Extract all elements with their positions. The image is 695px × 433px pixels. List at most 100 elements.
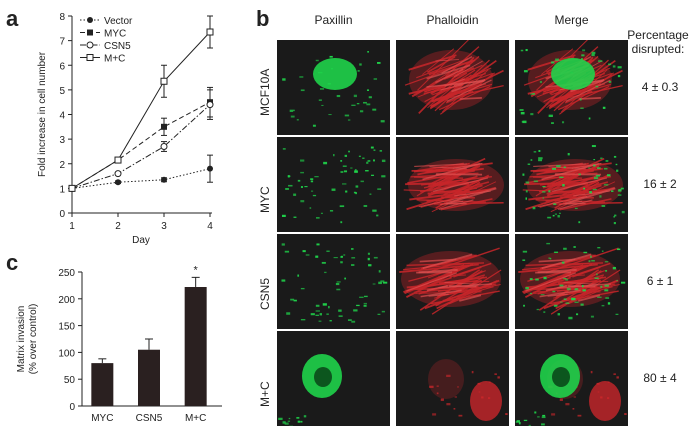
actin-speck — [577, 414, 582, 417]
focal-adhesion — [320, 212, 323, 215]
nucleus — [314, 367, 332, 387]
series-line — [71, 104, 211, 189]
focal-adhesion — [378, 270, 381, 273]
y-tick-label: 1 — [59, 184, 65, 195]
focal-adhesion — [373, 256, 378, 259]
focal-adhesion — [329, 319, 332, 322]
actin-fiber — [518, 263, 598, 274]
focal-adhesion — [611, 190, 614, 192]
focal-adhesion — [522, 259, 526, 261]
actin-speck — [590, 370, 593, 374]
focal-adhesion — [297, 179, 301, 182]
actin-fiber — [427, 190, 470, 195]
actin-speck — [573, 396, 576, 398]
focal-adhesion — [323, 161, 328, 165]
focal-adhesion — [300, 287, 305, 290]
actin-fiber — [568, 262, 611, 278]
focal-adhesion — [556, 68, 560, 71]
focal-adhesion — [568, 316, 573, 320]
focal-adhesion — [353, 94, 357, 98]
actin-fiber — [416, 58, 469, 79]
focal-adhesion — [310, 180, 314, 183]
actin-fiber — [537, 195, 588, 208]
data-point — [161, 123, 167, 130]
focal-adhesion — [613, 155, 617, 158]
actin-fiber — [438, 199, 474, 210]
focal-adhesion — [578, 221, 581, 224]
focal-adhesion — [596, 273, 598, 276]
cell-body — [589, 381, 621, 421]
focal-adhesion — [604, 261, 609, 263]
actin-fiber — [541, 253, 592, 270]
focal-adhesion — [315, 310, 320, 312]
focal-adhesion — [299, 76, 304, 78]
focal-adhesion — [523, 70, 528, 73]
data-point — [161, 176, 167, 183]
focal-adhesion — [338, 315, 343, 318]
focal-adhesion — [366, 103, 371, 106]
data-point — [206, 28, 214, 36]
focal-adhesion — [356, 103, 360, 105]
focal-adhesion — [331, 188, 336, 191]
focal-adhesion — [336, 94, 341, 98]
focal-adhesion — [314, 176, 319, 178]
legend-entry: M+C — [80, 54, 125, 65]
focal-adhesion — [344, 154, 347, 157]
actin-fiber — [561, 286, 613, 301]
focal-adhesion — [520, 111, 525, 115]
focal-adhesion — [293, 193, 297, 196]
focal-adhesion — [547, 216, 552, 219]
micrograph-image — [281, 146, 386, 224]
focal-adhesion — [366, 89, 370, 91]
focal-adhesion — [315, 217, 320, 219]
cell-body — [470, 381, 502, 421]
focal-adhesion — [287, 420, 291, 422]
cell-body — [313, 58, 357, 90]
focal-adhesion — [359, 296, 364, 298]
focal-adhesion — [338, 309, 342, 312]
focal-adhesion — [603, 167, 608, 170]
focal-adhesion — [336, 288, 341, 291]
focal-adhesion — [601, 205, 606, 207]
focal-adhesion — [383, 281, 388, 284]
actin-fiber — [525, 262, 603, 266]
focal-adhesion — [310, 190, 314, 192]
nucleus — [552, 367, 570, 387]
actin-speck — [497, 376, 500, 379]
focal-adhesion — [538, 150, 541, 152]
actin-fiber — [426, 64, 471, 80]
focal-adhesion — [525, 49, 528, 52]
panel-label-b: b — [256, 6, 270, 31]
focal-adhesion — [560, 301, 563, 303]
focal-adhesion — [582, 289, 586, 292]
focal-adhesion — [300, 420, 303, 423]
data-point — [87, 17, 93, 23]
focal-adhesion — [523, 304, 525, 307]
focal-adhesion — [541, 423, 545, 426]
focal-adhesion — [615, 313, 619, 315]
y-tick-label: 0 — [69, 402, 75, 413]
focal-adhesion — [335, 282, 340, 286]
focal-adhesion — [373, 159, 375, 162]
focal-adhesion — [355, 192, 357, 195]
focal-adhesion — [581, 54, 585, 57]
actin-speck — [453, 408, 456, 410]
focal-adhesion — [515, 421, 520, 423]
focal-adhesion — [523, 419, 528, 422]
micrograph-image — [519, 40, 623, 125]
x-tick-label: CSN5 — [136, 413, 163, 424]
actin-fiber — [406, 262, 484, 266]
y-tick-label: 3 — [59, 135, 65, 146]
focal-adhesion — [533, 151, 537, 153]
focal-adhesion — [613, 216, 615, 218]
y-tick-label: 0 — [59, 209, 65, 220]
focal-adhesion — [542, 414, 546, 417]
focal-adhesion — [616, 279, 618, 282]
actin-fiber — [546, 190, 589, 195]
focal-adhesion — [300, 200, 305, 203]
focal-adhesion — [546, 242, 551, 245]
percentage-header-line: Percentage — [627, 28, 689, 42]
focal-adhesion — [530, 159, 533, 161]
focal-adhesion — [574, 288, 579, 291]
focal-adhesion — [542, 197, 545, 199]
